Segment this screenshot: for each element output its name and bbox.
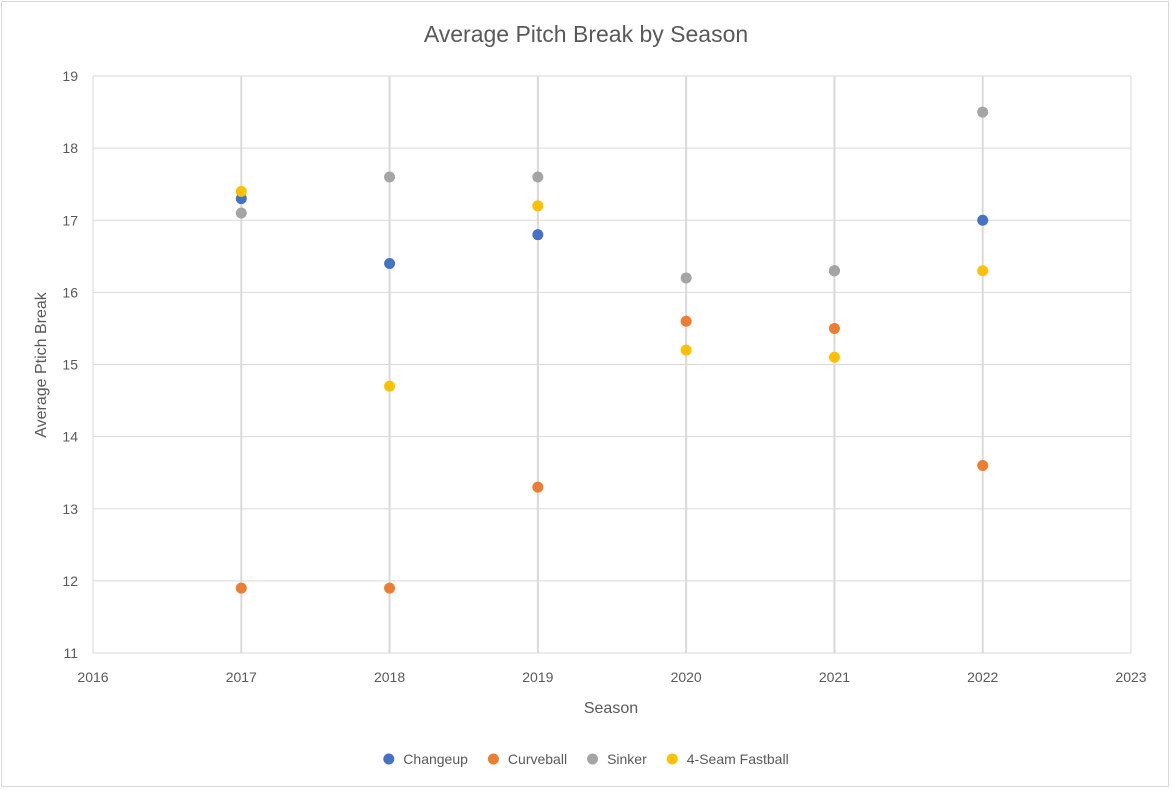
changeup-point xyxy=(532,229,544,241)
data-points xyxy=(235,106,989,594)
gridlines xyxy=(93,75,1131,654)
legend-item-changeup: Changeup xyxy=(383,751,468,767)
y-axis-ticks: 11 12 13 14 15 16 17 18 19 xyxy=(62,68,78,661)
y-tick-label: 11 xyxy=(63,645,78,661)
y-tick-label: 16 xyxy=(62,284,78,300)
4-seam-fastball-point xyxy=(532,200,544,212)
x-axis-ticks: 2016 2017 2018 2019 2020 2021 2022 2023 xyxy=(77,669,1146,685)
x-tick-label: 2018 xyxy=(374,669,405,685)
legend-marker xyxy=(666,753,678,765)
curveball-point xyxy=(384,582,396,594)
x-tick-label: 2023 xyxy=(1115,669,1146,685)
legend: Changeup Curveball Sinker 4-Seam Fastball xyxy=(383,751,789,767)
sinker-point xyxy=(680,272,692,284)
sinker-point xyxy=(977,106,989,118)
legend-label: 4-Seam Fastball xyxy=(687,751,789,767)
x-tick-label: 2022 xyxy=(967,669,998,685)
y-tick-label: 17 xyxy=(62,212,78,228)
curveball-point xyxy=(235,582,247,594)
4-seam-fastball-point xyxy=(235,185,247,197)
y-tick-label: 14 xyxy=(62,429,78,445)
sinker-point xyxy=(828,265,840,277)
legend-item-sinker: Sinker xyxy=(587,751,647,767)
legend-label: Sinker xyxy=(607,751,647,767)
x-tick-label: 2017 xyxy=(226,669,257,685)
x-tick-label: 2019 xyxy=(522,669,553,685)
legend-marker xyxy=(587,753,599,765)
changeup-point xyxy=(384,258,396,270)
x-tick-label: 2020 xyxy=(671,669,702,685)
y-axis-title: Average Ptich Break xyxy=(33,291,50,438)
chart-title: Average Pitch Break by Season xyxy=(424,21,748,47)
legend-item-4-seam-fastball: 4-Seam Fastball xyxy=(666,751,789,767)
curveball-point xyxy=(680,315,692,327)
legend-marker xyxy=(383,753,395,765)
sinker-point xyxy=(532,171,544,183)
legend-label: Curveball xyxy=(508,751,567,767)
x-axis-title: Season xyxy=(584,700,638,717)
changeup-point xyxy=(977,214,989,226)
4-seam-fastball-point xyxy=(384,380,396,392)
legend-marker xyxy=(487,753,499,765)
curveball-point xyxy=(828,322,840,334)
4-seam-fastball-point xyxy=(977,265,989,277)
y-tick-label: 19 xyxy=(62,68,78,84)
curveball-point xyxy=(977,459,989,471)
sinker-point xyxy=(384,171,396,183)
y-tick-label: 12 xyxy=(62,573,78,589)
x-tick-label: 2016 xyxy=(77,669,108,685)
y-tick-label: 13 xyxy=(62,501,78,517)
x-tick-label: 2021 xyxy=(819,669,850,685)
sinker-point xyxy=(235,207,247,219)
4-seam-fastball-point xyxy=(680,344,692,356)
legend-label: Changeup xyxy=(403,751,468,767)
4-seam-fastball-point xyxy=(828,351,840,363)
y-tick-label: 15 xyxy=(62,357,78,373)
y-tick-label: 18 xyxy=(62,140,78,156)
legend-item-curveball: Curveball xyxy=(487,751,567,767)
curveball-point xyxy=(532,481,544,493)
